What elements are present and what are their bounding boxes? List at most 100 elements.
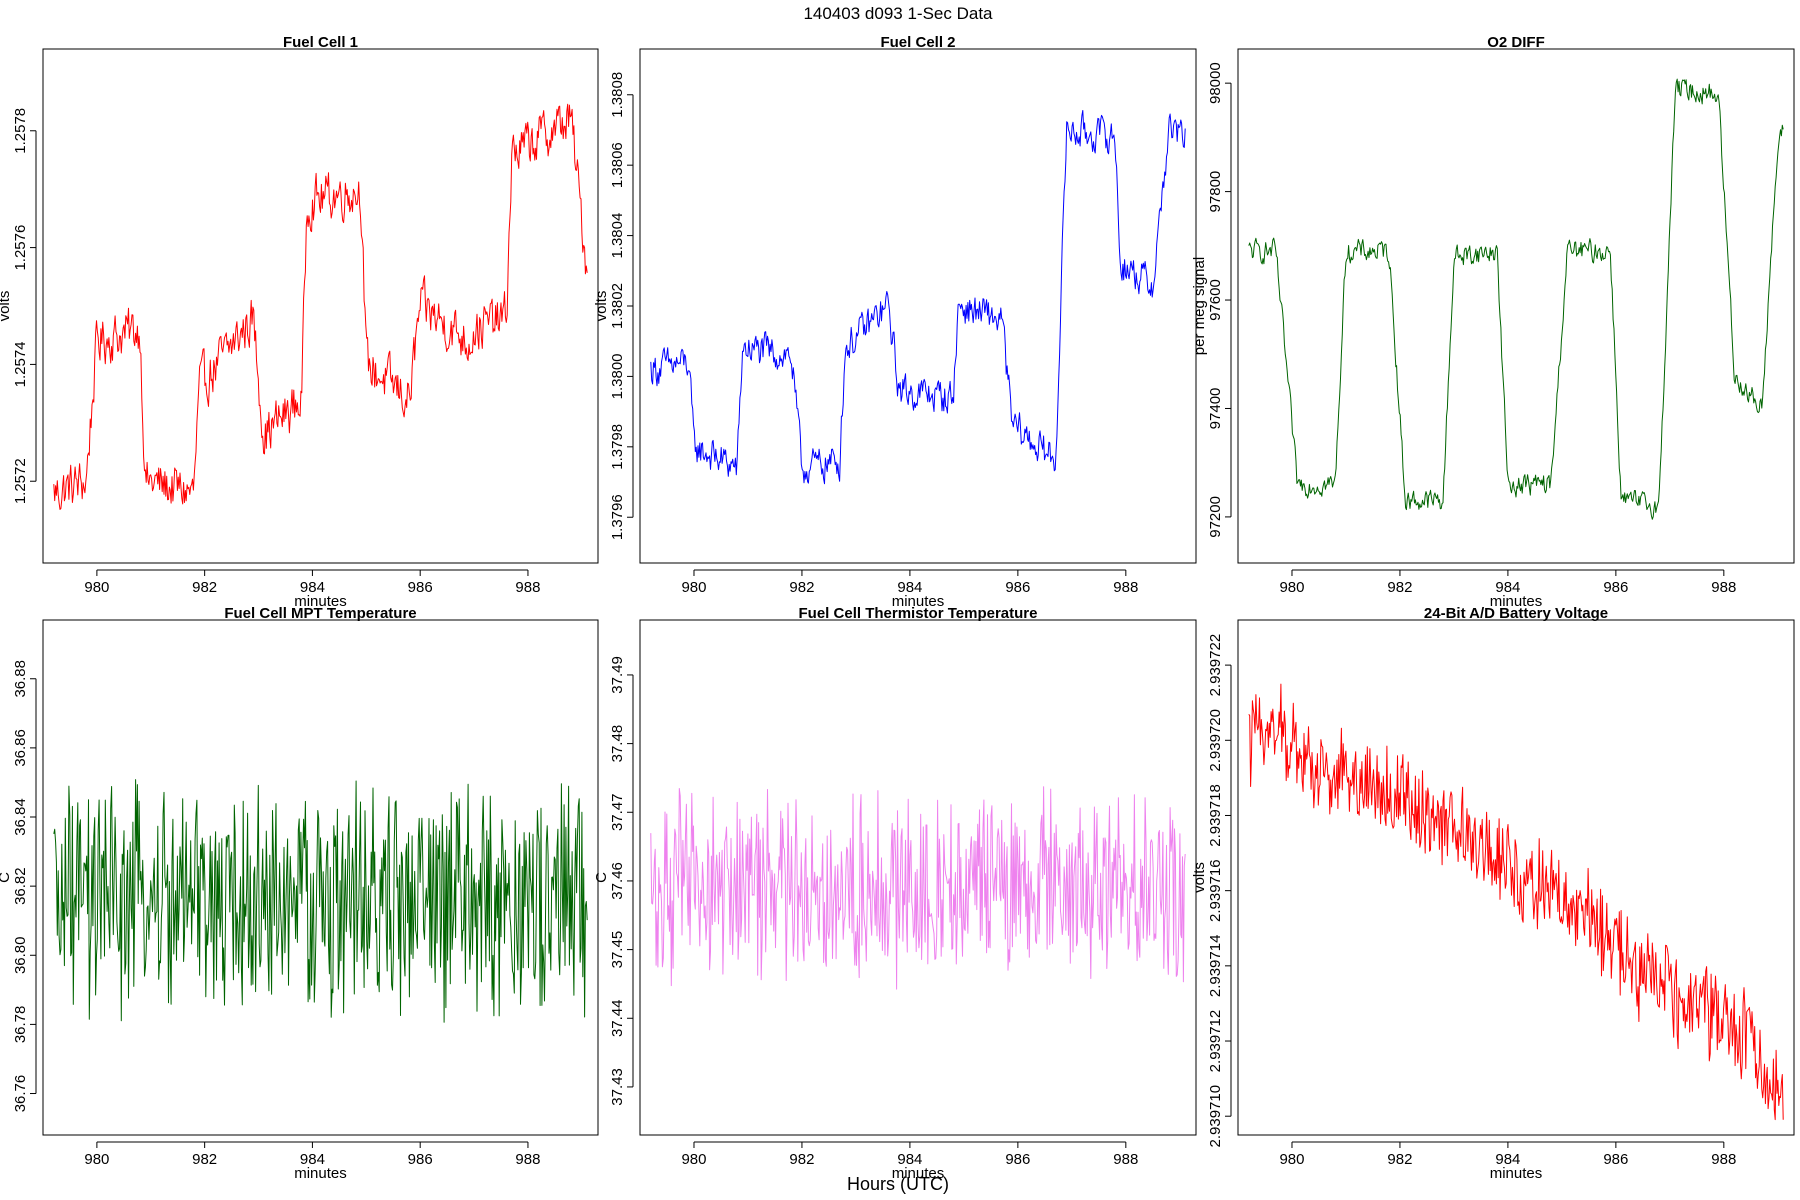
data-line-1: [650, 110, 1186, 485]
y-tick-label: 2.939716: [1207, 859, 1224, 922]
x-tick-label: 984: [1495, 579, 1520, 596]
x-tick-label: 988: [1711, 579, 1736, 596]
y-tick-label: 97400: [1207, 388, 1224, 430]
y-tick-label: 97200: [1207, 496, 1224, 538]
x-tick-label: 984: [897, 579, 922, 596]
y-tick-label: 2.939712: [1207, 1010, 1224, 1073]
chart-panel-6: 24-Bit A/D Battery Voltage 980 982 984 986 98…: [1191, 605, 1795, 1182]
x-tick-label: 986: [1603, 579, 1628, 596]
figure-x-axis-title: Hours (UTC): [847, 1174, 949, 1194]
x-tick-label: 982: [789, 579, 814, 596]
plot-frame: [639, 619, 1197, 1136]
x-tick-label: 980: [1279, 1151, 1304, 1168]
data-line-1: [53, 779, 588, 1023]
chart-panel-5: Fuel Cell Thermistor Temperature 980 982 98…: [593, 605, 1197, 1182]
x-tick-label: 980: [84, 1151, 109, 1168]
y-tick-label: 36.80: [12, 936, 29, 974]
x-tick-label: 982: [789, 1151, 814, 1168]
x-axis-label: minutes: [1490, 593, 1543, 610]
y-tick-label: 36.78: [12, 1006, 29, 1044]
chart-title: Fuel Cell 2: [880, 34, 955, 51]
plot-frame: [1237, 48, 1795, 564]
y-tick-label: 36.84: [12, 798, 29, 836]
data-line-1: [1248, 78, 1784, 520]
x-tick-label: 984: [897, 1151, 922, 1168]
x-tick-label: 984: [300, 1151, 325, 1168]
y-axis-label: volts: [1191, 862, 1208, 893]
x-tick-label: 986: [408, 579, 433, 596]
plot-frame: [42, 619, 599, 1136]
x-tick-label: 988: [515, 579, 540, 596]
x-axis-label: minutes: [294, 1165, 347, 1182]
y-axis-label: C: [0, 872, 13, 883]
y-tick-label: 98000: [1207, 62, 1224, 104]
panels: Fuel Cell 1 980 982 984 986 988 minutes 1.2572 1…: [0, 34, 1795, 1182]
y-axis-label: C: [593, 872, 610, 883]
y-tick-label: 36.88: [12, 660, 29, 698]
y-tick-label: 97800: [1207, 171, 1224, 213]
y-tick-label: 1.2572: [12, 458, 29, 504]
x-tick-label: 988: [1113, 579, 1138, 596]
y-tick-label: 36.86: [12, 729, 29, 767]
y-tick-label: 1.2578: [12, 108, 29, 154]
x-tick-label: 986: [1005, 579, 1030, 596]
figure-title: 140403 d093 1-Sec Data: [803, 4, 993, 23]
x-tick-label: 982: [192, 579, 217, 596]
x-tick-label: 982: [192, 1151, 217, 1168]
y-tick-label: 2.939710: [1207, 1085, 1224, 1148]
x-tick-label: 980: [1279, 579, 1304, 596]
y-tick-label: 37.49: [609, 656, 626, 694]
chart-panel-2: Fuel Cell 2 980 982 984 986 988 minutes 1.3796 1…: [593, 34, 1197, 610]
x-tick-label: 982: [1387, 579, 1412, 596]
x-axis-label: minutes: [294, 593, 347, 610]
data-line-1: [650, 786, 1186, 990]
x-tick-label: 988: [1113, 1151, 1138, 1168]
y-tick-label: 1.3808: [609, 72, 626, 118]
x-axis-label: minutes: [1490, 1165, 1543, 1182]
chart-title: 24-Bit A/D Battery Voltage: [1424, 605, 1608, 622]
y-tick-label: 2.939722: [1207, 634, 1224, 697]
y-tick-label: 1.3802: [609, 283, 626, 329]
plot-frame: [639, 48, 1197, 564]
x-tick-label: 986: [408, 1151, 433, 1168]
y-tick-label: 37.48: [609, 725, 626, 763]
x-tick-label: 988: [1711, 1151, 1736, 1168]
y-tick-label: 1.3800: [609, 353, 626, 399]
x-tick-label: 980: [84, 579, 109, 596]
y-tick-label: 37.47: [609, 793, 626, 831]
y-tick-label: 37.44: [609, 999, 626, 1037]
chart-panel-3: O2 DIFF 980 982 984 986 988 minutes 97200 97400 9…: [1191, 34, 1795, 610]
y-tick-label: 2.939718: [1207, 784, 1224, 847]
chart-panel-4: Fuel Cell MPT Temperature 980 982 984 986 988…: [0, 605, 599, 1182]
x-tick-label: 988: [515, 1151, 540, 1168]
chart-title: Fuel Cell 1: [283, 34, 358, 51]
y-tick-label: 1.2574: [12, 341, 29, 387]
x-tick-label: 986: [1603, 1151, 1628, 1168]
chart-title: O2 DIFF: [1487, 34, 1545, 51]
y-tick-label: 97600: [1207, 279, 1224, 321]
data-line-1: [1248, 683, 1784, 1121]
y-axis-label: volts: [0, 291, 13, 322]
x-tick-label: 984: [300, 579, 325, 596]
plot-frame: [1237, 619, 1795, 1136]
x-tick-label: 980: [681, 1151, 706, 1168]
y-tick-label: 36.82: [12, 867, 29, 905]
x-axis-label: minutes: [892, 593, 945, 610]
y-tick-label: 1.3798: [609, 424, 626, 470]
y-tick-label: 2.939720: [1207, 709, 1224, 772]
y-tick-label: 1.3796: [609, 494, 626, 540]
y-tick-label: 37.45: [609, 931, 626, 969]
y-tick-label: 1.2576: [12, 225, 29, 271]
y-tick-label: 37.46: [609, 862, 626, 900]
y-tick-label: 1.3804: [609, 213, 626, 259]
data-line-1: [53, 103, 588, 510]
y-axis-label: volts: [593, 291, 610, 322]
chart-title: Fuel Cell MPT Temperature: [224, 605, 416, 622]
y-tick-label: 2.939714: [1207, 935, 1224, 998]
x-tick-label: 984: [1495, 1151, 1520, 1168]
y-axis-label: per meg signal: [1191, 257, 1208, 355]
x-axis-label: minutes: [892, 1165, 945, 1182]
y-tick-label: 37.43: [609, 1068, 626, 1106]
chart-panel-1: Fuel Cell 1 980 982 984 986 988 minutes 1.2572 1…: [0, 34, 599, 610]
